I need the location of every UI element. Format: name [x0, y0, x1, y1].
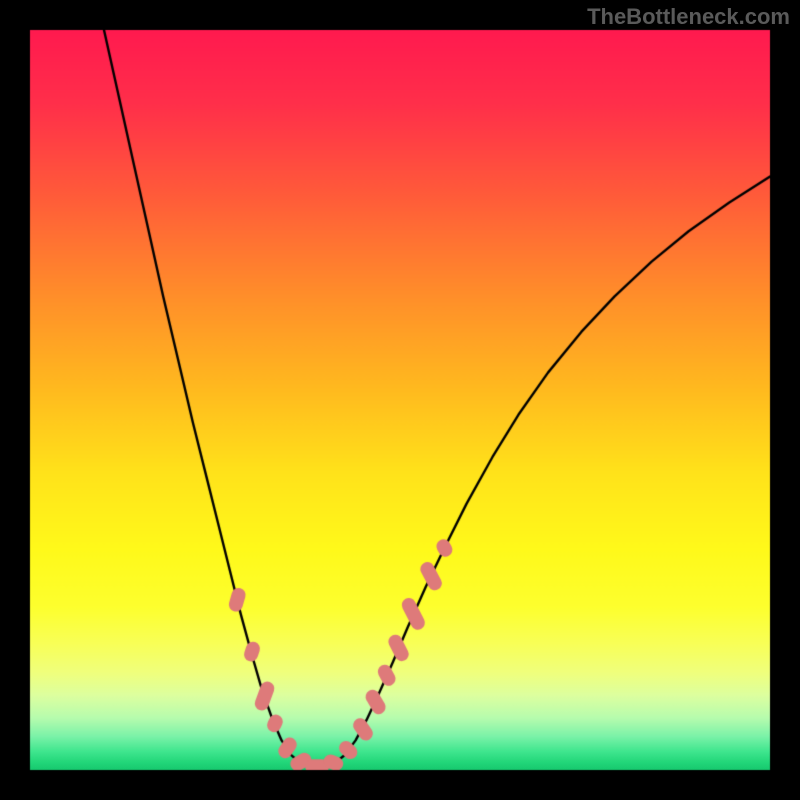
watermark-text: TheBottleneck.com [587, 4, 790, 30]
bottleneck-v-curve-canvas [0, 0, 800, 800]
chart-stage: TheBottleneck.com [0, 0, 800, 800]
